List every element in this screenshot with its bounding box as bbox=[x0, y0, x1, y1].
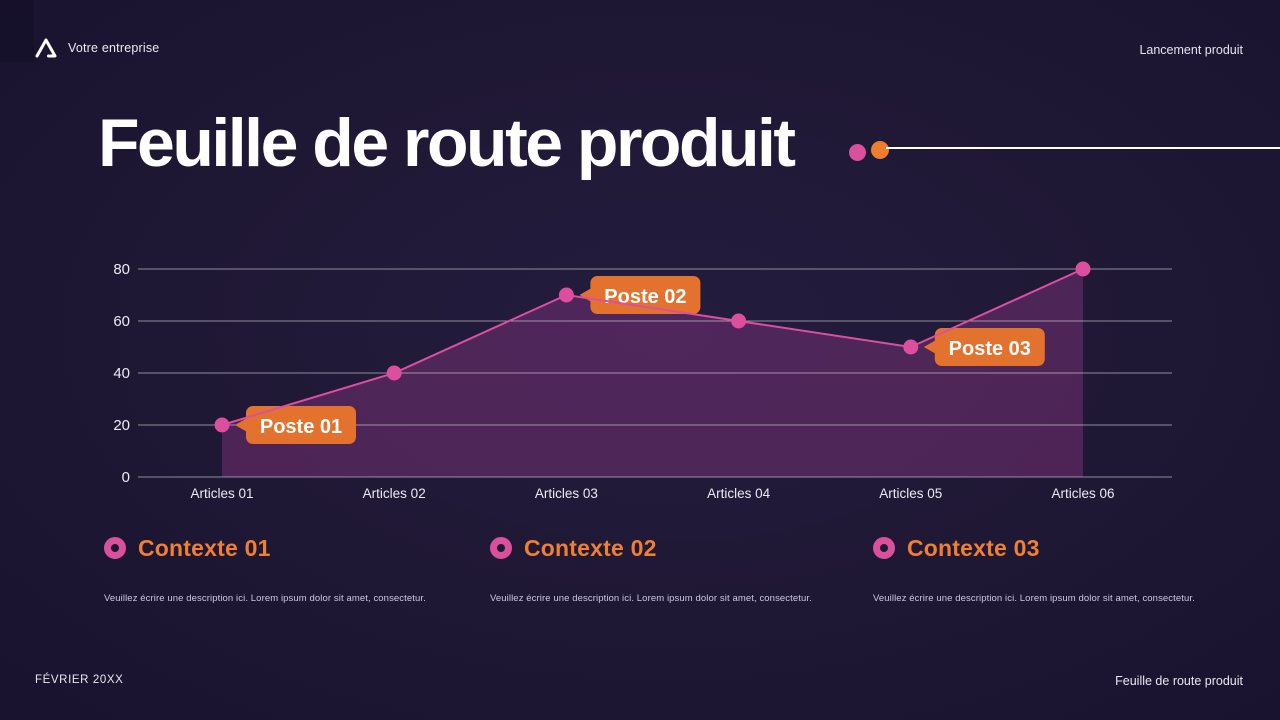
series-line bbox=[221, 268, 1084, 426]
legend-item-1: Contexte 01 Veuillez écrire une descript… bbox=[104, 535, 484, 604]
annotation-text: Poste 01 bbox=[260, 416, 342, 438]
ring-bullet-icon bbox=[490, 537, 512, 559]
legend-head: Contexte 02 bbox=[490, 535, 870, 561]
x-tick-label: Articles 04 bbox=[707, 486, 771, 501]
legend-item-description: Veuillez écrire une description ici. Lor… bbox=[490, 593, 812, 604]
data-point-marker bbox=[731, 313, 747, 329]
corner-decoration bbox=[0, 0, 34, 62]
legend-item-title: Contexte 01 bbox=[138, 534, 271, 561]
company-name: Votre entreprise bbox=[68, 41, 160, 55]
data-point-marker bbox=[386, 365, 402, 381]
legend-item-title: Contexte 02 bbox=[524, 534, 657, 561]
title-accent-pink-dot bbox=[849, 144, 866, 161]
annotation-text: Poste 02 bbox=[604, 286, 686, 308]
x-tick-label: Articles 01 bbox=[190, 486, 253, 501]
legend-head: Contexte 03 bbox=[873, 535, 1253, 561]
ring-bullet-icon bbox=[873, 537, 895, 559]
legend-head: Contexte 01 bbox=[104, 535, 484, 561]
y-tick-label: 80 bbox=[113, 261, 130, 278]
legend-item-2: Contexte 02 Veuillez écrire une descript… bbox=[490, 535, 870, 604]
legend-item-title: Contexte 03 bbox=[907, 534, 1040, 561]
x-tick-label: Articles 02 bbox=[363, 486, 426, 501]
data-point-marker bbox=[558, 287, 574, 303]
y-tick-label: 20 bbox=[113, 417, 130, 434]
company-logo-icon bbox=[35, 38, 57, 58]
header-left: Votre entreprise bbox=[34, 38, 159, 58]
title-rule-line bbox=[886, 147, 1280, 149]
y-tick-label: 60 bbox=[113, 313, 130, 330]
ring-bullet-icon bbox=[104, 537, 126, 559]
event-name: Lancement produit bbox=[1139, 43, 1243, 57]
footer-doc-title: Feuille de route produit bbox=[1115, 674, 1243, 688]
annotation-text: Poste 03 bbox=[949, 338, 1031, 360]
data-point-marker bbox=[1075, 261, 1091, 277]
annotation-label bbox=[934, 328, 1045, 366]
legend-item-description: Veuillez écrire une description ici. Lor… bbox=[873, 593, 1195, 604]
x-tick-label: Articles 06 bbox=[1051, 486, 1114, 501]
annotation-label bbox=[590, 276, 701, 314]
x-tick-label: Articles 03 bbox=[535, 486, 598, 501]
data-point-marker bbox=[214, 417, 230, 433]
title-accent-orange-dot bbox=[871, 141, 889, 159]
page-title: Feuille de route produit bbox=[98, 105, 796, 181]
legend-item-description: Veuillez écrire une description ici. Lor… bbox=[104, 593, 426, 604]
x-tick-label: Articles 05 bbox=[879, 486, 942, 501]
y-tick-label: 40 bbox=[113, 365, 130, 382]
annotation-tail bbox=[923, 339, 938, 355]
legend-item-3: Contexte 03 Veuillez écrire une descript… bbox=[873, 535, 1253, 604]
footer-date: FÉVRIER 20XX bbox=[35, 674, 124, 686]
annotation-tail bbox=[235, 417, 249, 433]
annotation-label bbox=[246, 406, 356, 444]
y-tick-label: 0 bbox=[122, 469, 130, 486]
data-point-marker bbox=[903, 339, 919, 355]
